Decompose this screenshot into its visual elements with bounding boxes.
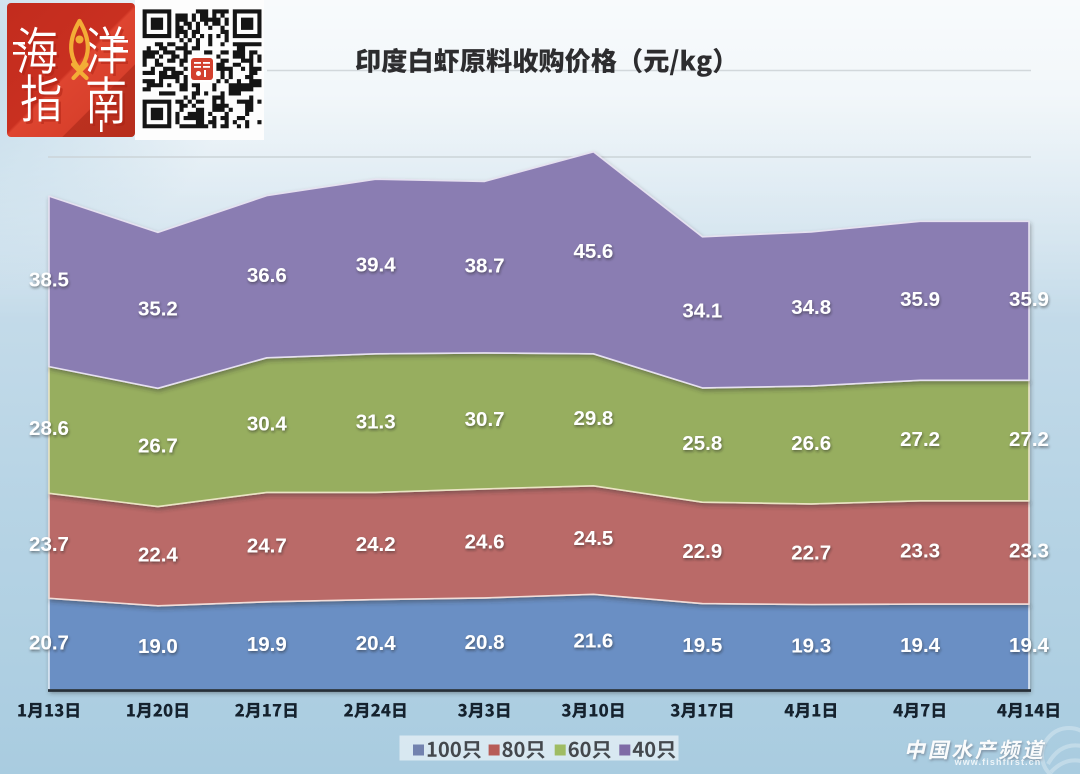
svg-text:23.7: 23.7 (29, 533, 69, 556)
svg-text:31.3: 31.3 (356, 410, 396, 433)
svg-text:19.0: 19.0 (138, 635, 178, 658)
svg-text:30.4: 30.4 (247, 412, 287, 435)
svg-text:www.fishfirst.cn: www.fishfirst.cn (954, 757, 1042, 767)
svg-text:45.6: 45.6 (573, 240, 613, 263)
svg-text:23.3: 23.3 (1009, 540, 1049, 563)
svg-text:35.9: 35.9 (1009, 288, 1049, 311)
svg-text:35.9: 35.9 (900, 288, 940, 311)
svg-text:24.2: 24.2 (356, 533, 396, 556)
svg-text:39.4: 39.4 (356, 254, 396, 277)
svg-text:22.7: 22.7 (791, 541, 831, 564)
svg-text:20.8: 20.8 (465, 631, 505, 654)
svg-text:34.1: 34.1 (682, 300, 722, 323)
svg-text:38.7: 38.7 (465, 254, 505, 277)
svg-text:19.4: 19.4 (900, 634, 940, 657)
svg-text:20.7: 20.7 (29, 631, 69, 654)
svg-text:35.2: 35.2 (138, 298, 178, 321)
svg-text:23.3: 23.3 (900, 540, 940, 563)
svg-text:30.7: 30.7 (465, 408, 505, 431)
svg-text:19.9: 19.9 (247, 633, 287, 656)
svg-text:19.3: 19.3 (791, 635, 831, 658)
svg-text:36.6: 36.6 (247, 264, 287, 287)
svg-text:28.6: 28.6 (29, 417, 69, 440)
svg-text:22.4: 22.4 (138, 543, 178, 566)
svg-text:38.5: 38.5 (29, 269, 69, 292)
svg-text:21.6: 21.6 (573, 629, 613, 652)
svg-text:24.7: 24.7 (247, 534, 287, 557)
svg-text:20.4: 20.4 (356, 632, 396, 655)
svg-text:22.9: 22.9 (682, 540, 722, 563)
svg-text:26.6: 26.6 (791, 432, 831, 455)
svg-text:26.7: 26.7 (138, 435, 178, 458)
svg-text:24.5: 24.5 (573, 527, 613, 550)
svg-text:24.6: 24.6 (465, 531, 505, 554)
svg-text:27.2: 27.2 (1009, 428, 1049, 451)
svg-text:25.8: 25.8 (682, 432, 722, 455)
svg-text:19.4: 19.4 (1009, 634, 1049, 657)
svg-text:27.2: 27.2 (900, 428, 940, 451)
svg-text:19.5: 19.5 (682, 634, 722, 657)
svg-text:29.8: 29.8 (573, 407, 613, 430)
svg-text:34.8: 34.8 (791, 296, 831, 319)
